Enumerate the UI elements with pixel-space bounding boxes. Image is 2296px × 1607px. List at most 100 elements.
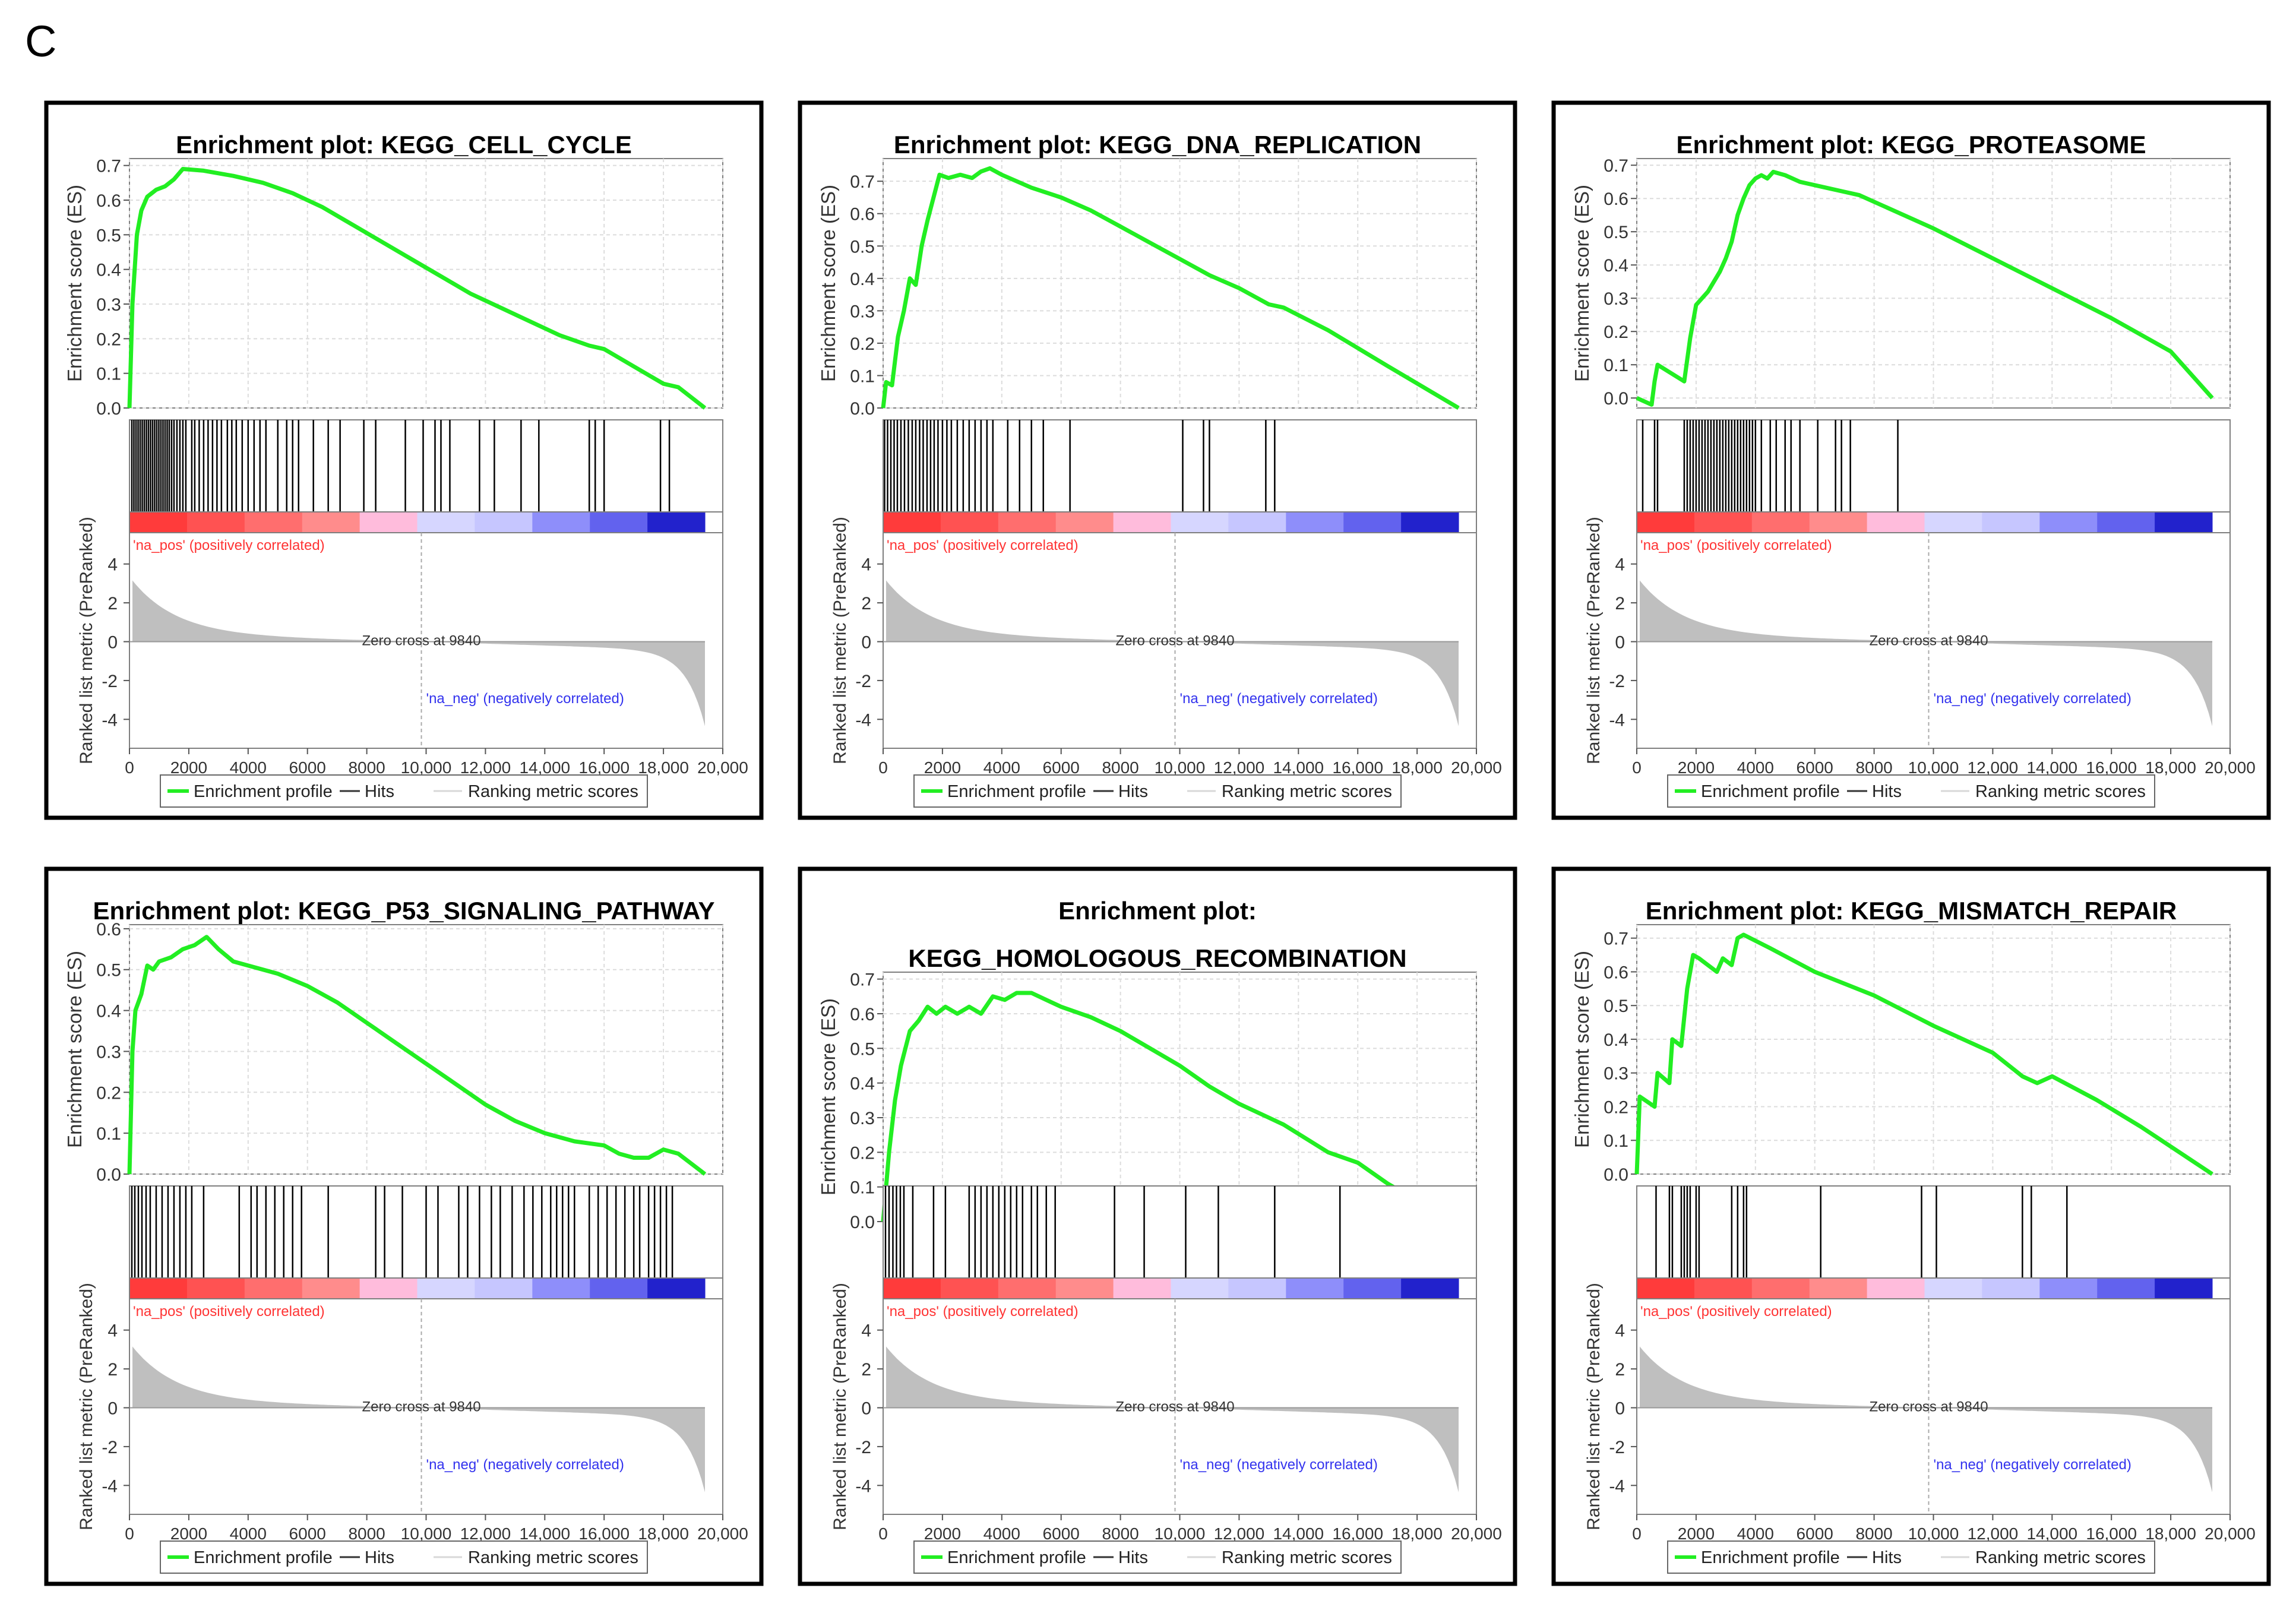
es-tick-label: 0.1 bbox=[96, 1124, 121, 1144]
es-tick-label: 0.1 bbox=[850, 1178, 875, 1198]
es-tick-label: 0.3 bbox=[850, 302, 875, 321]
enrichment-panel: Enrichment plot: KEGG_HOMOLOGOUS_RECOMBIN… bbox=[798, 866, 1517, 1586]
es-tick-label: 0.0 bbox=[96, 1165, 121, 1185]
x-tick-label: 16,000 bbox=[578, 758, 630, 777]
metric-tick-label: 0 bbox=[861, 633, 871, 653]
rank-color-band bbox=[1286, 512, 1344, 533]
es-tick-label: 0.6 bbox=[850, 205, 875, 224]
rank-color-band bbox=[129, 512, 188, 533]
x-tick-label: 8000 bbox=[348, 758, 385, 777]
es-tick-label: 0.1 bbox=[1604, 356, 1628, 375]
x-tick-label: 4000 bbox=[1737, 758, 1774, 777]
x-tick-label: 18,000 bbox=[2145, 758, 2196, 777]
metric-tick-label: -2 bbox=[855, 1438, 871, 1457]
es-axis-label: Enrichment score (ES) bbox=[64, 951, 86, 1148]
x-tick-label: 10,000 bbox=[1908, 758, 1959, 777]
x-tick-label: 0 bbox=[1632, 1524, 1642, 1543]
metric-tick-label: 2 bbox=[107, 594, 118, 613]
legend-box bbox=[913, 774, 1402, 808]
enrichment-panel: Enrichment plot: KEGG_DNA_REPLICATION 0.0… bbox=[798, 100, 1517, 820]
x-tick-label: 16,000 bbox=[1332, 758, 1383, 777]
metric-area-negative bbox=[421, 1407, 705, 1492]
metric-axis-label: Ranked list metric (PreRanked) bbox=[77, 1283, 96, 1530]
rank-color-band bbox=[2155, 1278, 2213, 1299]
legend-item-metric: Ranking metric scores bbox=[1975, 782, 2146, 801]
legend-item-metric: Ranking metric scores bbox=[468, 782, 638, 801]
x-tick-label: 14,000 bbox=[1273, 758, 1324, 777]
rank-color-band bbox=[1055, 512, 1114, 533]
panel-title: KEGG_HOMOLOGOUS_RECOMBINATION bbox=[908, 944, 1406, 972]
metric-tick-label: 0 bbox=[107, 633, 118, 653]
x-tick-label: 8000 bbox=[1855, 1524, 1892, 1543]
rank-color-band bbox=[940, 512, 999, 533]
es-tick-label: 0.4 bbox=[96, 1002, 121, 1021]
figure-label: C bbox=[25, 17, 56, 66]
rank-color-band bbox=[1751, 1278, 1810, 1299]
legend-item-hits: Hits bbox=[365, 782, 394, 801]
metric-area-negative bbox=[1175, 1407, 1459, 1492]
metric-tick-label: -4 bbox=[855, 1476, 871, 1496]
zero-cross-label: Zero cross at 9840 bbox=[1870, 1399, 1988, 1415]
legend-item-hits: Hits bbox=[1872, 782, 1902, 801]
legend-box bbox=[160, 1540, 648, 1574]
metric-tick-label: -2 bbox=[102, 672, 118, 691]
zero-cross-label: Zero cross at 9840 bbox=[1870, 633, 1988, 649]
negative-label: 'na_neg' (negatively correlated) bbox=[426, 1457, 624, 1473]
enrichment-profile-line bbox=[127, 167, 707, 410]
rank-color-band bbox=[1286, 1278, 1344, 1299]
panel-title: Enrichment plot: KEGG_P53_SIGNALING_PATH… bbox=[93, 897, 714, 925]
legend-item-profile: Enrichment profile bbox=[194, 1548, 333, 1567]
es-tick-label: 0.3 bbox=[96, 1042, 121, 1062]
x-tick-label: 16,000 bbox=[1332, 1524, 1383, 1543]
x-tick-label: 2000 bbox=[170, 1524, 207, 1543]
x-tick-label: 16,000 bbox=[2086, 1524, 2137, 1543]
x-tick-label: 4000 bbox=[983, 758, 1020, 777]
x-tick-label: 0 bbox=[125, 758, 134, 777]
x-tick-label: 2000 bbox=[170, 758, 207, 777]
x-tick-label: 18,000 bbox=[1391, 1524, 1443, 1543]
negative-label: 'na_neg' (negatively correlated) bbox=[1934, 691, 2131, 707]
enrichment-panel: Enrichment plot: KEGG_PROTEASOME 0.0 0.1 0.… bbox=[1551, 100, 2271, 820]
es-tick-label: 0.0 bbox=[850, 399, 875, 419]
enrichment-profile-line bbox=[881, 166, 1460, 410]
metric-tick-label: -4 bbox=[855, 710, 871, 730]
metric-area-negative bbox=[421, 641, 705, 726]
rank-color-band bbox=[359, 1278, 418, 1299]
x-tick-label: 0 bbox=[125, 1524, 134, 1543]
legend-box bbox=[913, 1540, 1402, 1574]
metric-tick-label: 2 bbox=[107, 1360, 118, 1380]
es-tick-label: 0.6 bbox=[850, 1005, 875, 1024]
x-tick-label: 4000 bbox=[230, 758, 267, 777]
x-tick-label: 20,000 bbox=[1451, 1524, 1502, 1543]
metric-axis-label: Ranked list metric (PreRanked) bbox=[830, 517, 850, 764]
positive-label: 'na_pos' (positively correlated) bbox=[1640, 1304, 1832, 1320]
x-tick-label: 12,000 bbox=[1214, 758, 1265, 777]
legend-item-hits: Hits bbox=[1118, 782, 1148, 801]
es-tick-label: 0.4 bbox=[96, 261, 121, 280]
rank-color-band bbox=[475, 1278, 533, 1299]
x-tick-label: 10,000 bbox=[1155, 1524, 1206, 1543]
x-tick-label: 18,000 bbox=[638, 758, 689, 777]
rank-color-band bbox=[1343, 1278, 1402, 1299]
positive-label: 'na_pos' (positively correlated) bbox=[887, 537, 1079, 553]
panel-title: Enrichment plot: KEGG_DNA_REPLICATION bbox=[894, 131, 1421, 159]
x-tick-label: 10,000 bbox=[1908, 1524, 1959, 1543]
rank-color-band bbox=[1228, 1278, 1286, 1299]
es-tick-label: 0.5 bbox=[850, 237, 875, 257]
metric-tick-label: -4 bbox=[102, 710, 118, 730]
enrichment-profile-line bbox=[127, 935, 707, 1176]
metric-tick-label: -2 bbox=[855, 672, 871, 691]
rank-color-band bbox=[302, 1278, 360, 1299]
x-tick-label: 16,000 bbox=[578, 1524, 630, 1543]
x-tick-label: 10,000 bbox=[1155, 758, 1206, 777]
rank-color-band bbox=[1113, 512, 1172, 533]
es-tick-label: 0.2 bbox=[1604, 322, 1628, 342]
metric-area-negative bbox=[1928, 641, 2212, 726]
rank-color-band bbox=[1637, 1278, 1695, 1299]
rank-color-band bbox=[532, 1278, 590, 1299]
x-tick-label: 16,000 bbox=[2086, 758, 2137, 777]
rank-color-band bbox=[1171, 512, 1229, 533]
x-tick-label: 18,000 bbox=[1391, 758, 1443, 777]
x-tick-label: 20,000 bbox=[697, 758, 748, 777]
